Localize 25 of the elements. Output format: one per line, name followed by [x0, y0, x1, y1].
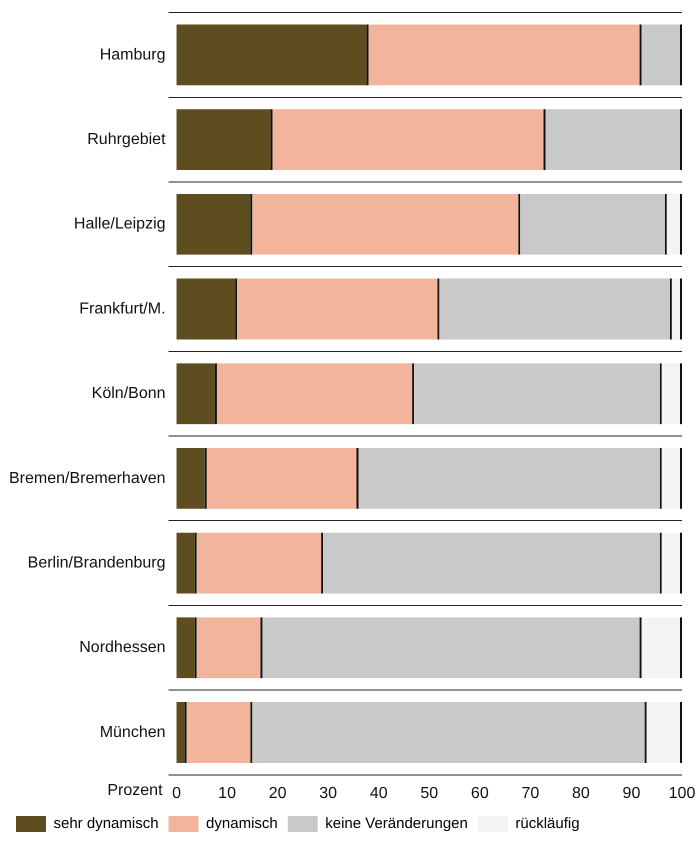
y-tick-label: München [100, 724, 166, 741]
x-tick-label: 50 [420, 784, 438, 802]
legend-label: keine Veränderungen [325, 815, 468, 832]
x-tick-label: 70 [521, 784, 540, 802]
x-tick-label: 60 [470, 784, 489, 802]
x-axis-title: Prozent [107, 782, 164, 800]
x-tick-label: 40 [370, 784, 388, 802]
x-tick-label: 90 [622, 784, 640, 802]
y-tick-label: Frankfurt/M. [79, 300, 166, 318]
y-tick-label: Bremen/Bremerhaven [9, 470, 166, 487]
y-tick-label: Halle/Leipzig [74, 216, 166, 233]
x-tick-label: 20 [268, 784, 287, 802]
x-tick-label: 100 [668, 784, 696, 802]
x-tick-label: 30 [319, 784, 338, 802]
y-tick-label: Berlin/Brandenburg [28, 554, 166, 572]
y-tick-label: Hamburg [100, 46, 166, 64]
x-tick-label: 80 [572, 784, 590, 802]
legend-label: sehr dynamisch [54, 815, 159, 832]
y-tick-label: Köln/Bonn [92, 385, 166, 402]
x-tick-label: 10 [218, 784, 236, 802]
y-tick-label: Ruhrgebiet [87, 131, 166, 148]
x-tick-label: 0 [172, 784, 182, 802]
y-tick-label: Nordhessen [79, 639, 166, 656]
legend-label: rückläufig [515, 815, 580, 832]
legend-label: dynamisch [206, 815, 278, 832]
